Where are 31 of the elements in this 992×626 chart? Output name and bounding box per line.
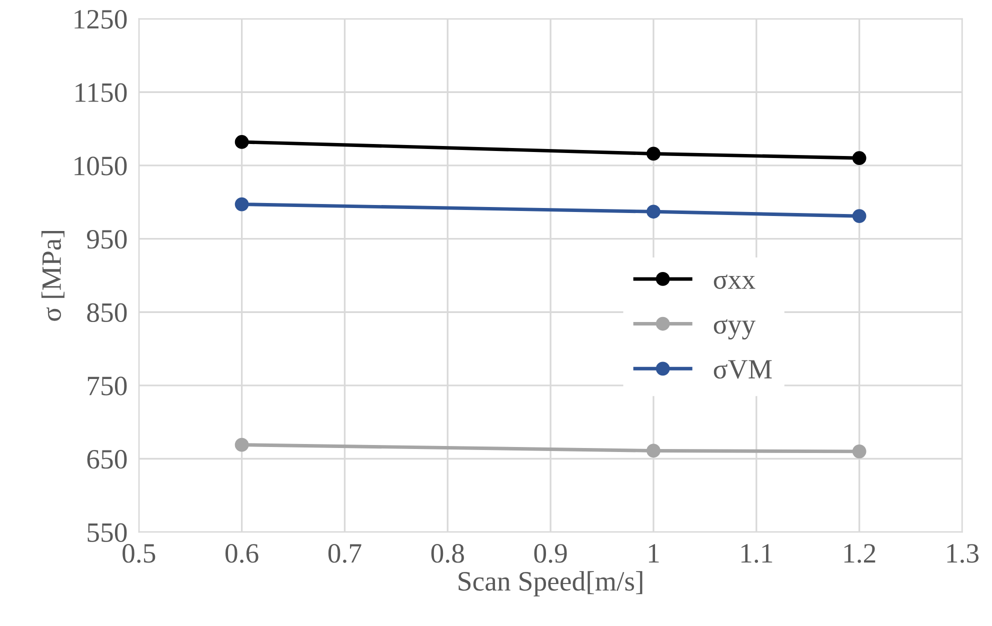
- point: [646, 204, 660, 219]
- y-tick-label: 550: [88, 523, 127, 542]
- point: [234, 135, 249, 149]
- y-axis-title: σ [MPa]: [41, 231, 64, 321]
- point: [852, 209, 866, 223]
- point: [234, 197, 249, 212]
- x-tick-label: 0.7: [328, 544, 362, 563]
- x-tick-label: 0.9: [534, 544, 567, 563]
- y-tick-label: 1250: [74, 10, 127, 29]
- point: [646, 444, 660, 458]
- x-tick-label: 0.8: [431, 544, 464, 563]
- x-tick-label: 1.2: [844, 544, 876, 563]
- x-axis-title: Scan Speed[m/s]: [458, 571, 642, 596]
- legend-label: σVM: [714, 360, 772, 379]
- y-tick-label: 850: [87, 303, 127, 322]
- y-tick-label: 1150: [76, 83, 127, 102]
- x-tick-label: 1.1: [741, 544, 772, 563]
- y-tick-label: 750: [88, 376, 127, 396]
- x-tick-label: 1: [648, 544, 659, 562]
- x-tick-label: 0.5: [122, 544, 156, 563]
- point: [852, 151, 866, 166]
- y-tick-label: 1050: [74, 156, 127, 176]
- point: [234, 438, 249, 452]
- x-tick-label: 1.3: [947, 544, 979, 563]
- point: [852, 444, 866, 458]
- point: [646, 146, 660, 161]
- legend-label: σyy: [714, 319, 756, 340]
- x-tick-label: 0.6: [226, 544, 258, 563]
- y-tick-label: 950: [86, 230, 127, 249]
- legend-label: σxx: [714, 274, 756, 289]
- y-tick-label: 650: [87, 450, 127, 469]
